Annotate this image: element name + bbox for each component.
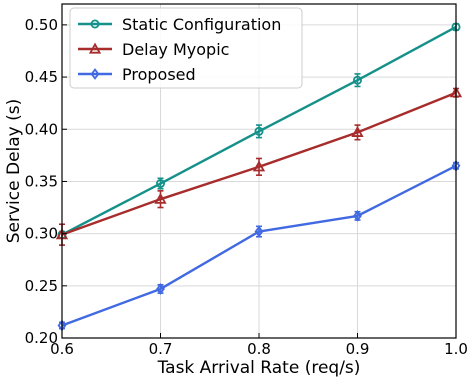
legend-label: Proposed: [122, 65, 196, 84]
y-tick-label: 0.20: [25, 329, 58, 347]
x-tick-label: 0.9: [346, 340, 370, 358]
data-point: [252, 160, 266, 172]
data-point: [254, 126, 264, 136]
y-tick-label: 0.25: [25, 277, 58, 295]
y-tick-label: 0.50: [25, 16, 58, 34]
data-point: [351, 125, 364, 137]
x-tick-label: 0.6: [50, 340, 74, 358]
data-point: [155, 179, 165, 189]
y-tick-label: 0.40: [25, 120, 58, 138]
legend-item: Delay Myopic: [78, 40, 229, 59]
y-tick-label: 0.35: [25, 172, 58, 190]
ticks: 0.6 0.7 0.8 0.9 1.0 0.20 0.25 0.30 0.35 0.40 0.45 0…: [25, 16, 468, 358]
y-tick-label: 0.45: [25, 68, 58, 86]
series-triangle: [55, 86, 463, 246]
legend-item: Static Configuration: [78, 15, 281, 34]
data-point: [353, 209, 362, 222]
data-point: [254, 225, 264, 238]
x-tick-label: 0.8: [247, 340, 271, 358]
x-tick-label: 0.7: [149, 340, 173, 358]
x-axis-label: Task Arrival Rate (req/s): [157, 358, 361, 378]
data-point: [154, 192, 167, 204]
legend-marker: [90, 19, 100, 29]
legend-item: Proposed: [78, 65, 196, 84]
legend-marker: [88, 42, 102, 54]
x-tick-label: 1.0: [444, 340, 468, 358]
legend-marker: [90, 68, 100, 80]
legend-label: Static Configuration: [122, 15, 281, 34]
legend-box: [69, 7, 303, 89]
legend: Static Configuration Delay Myopic Proposed: [69, 7, 303, 89]
y-tick-label: 0.30: [25, 225, 58, 243]
data-point: [156, 283, 165, 295]
data-point: [352, 75, 362, 85]
y-axis-label: Service Delay (s): [4, 99, 24, 244]
legend-label: Delay Myopic: [122, 40, 229, 59]
